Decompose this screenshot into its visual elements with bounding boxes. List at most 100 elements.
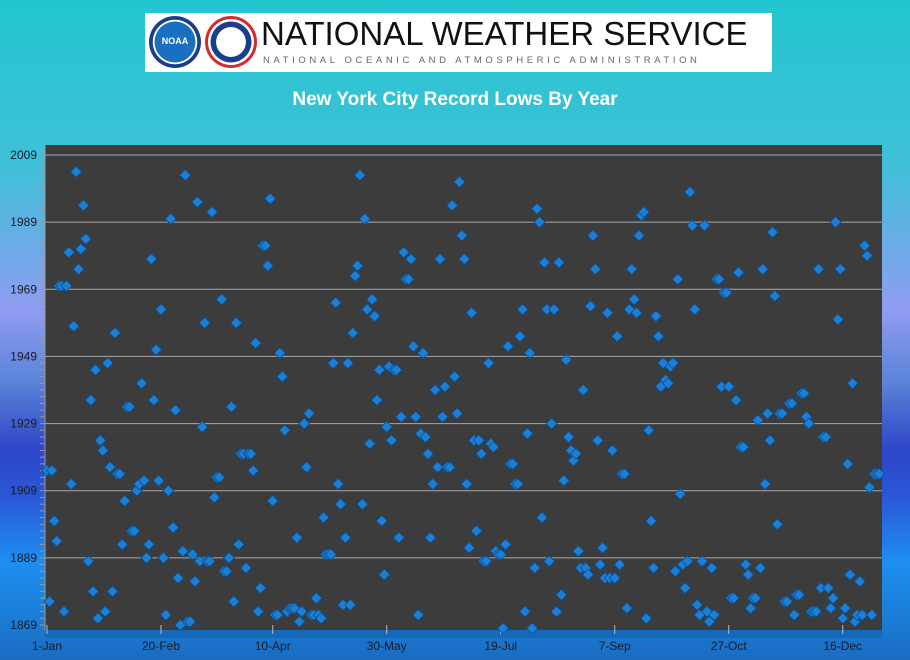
data-point	[557, 474, 570, 487]
org-subtitle: NATIONAL OCEANIC AND ATMOSPHERIC ADMINIS…	[263, 55, 701, 66]
data-point	[353, 169, 367, 182]
y-tick-label: 1869	[10, 618, 37, 632]
data-point	[640, 612, 653, 625]
data-point	[431, 461, 444, 474]
data-point	[45, 464, 58, 477]
data-point	[450, 407, 464, 420]
data-point	[375, 514, 388, 527]
data-point	[652, 330, 665, 343]
nws-logo	[205, 16, 257, 68]
data-point	[60, 279, 73, 292]
data-point	[516, 303, 529, 316]
data-point	[213, 471, 226, 484]
data-point	[458, 253, 471, 266]
data-point	[264, 192, 277, 205]
data-point	[300, 461, 313, 474]
data-point	[548, 303, 561, 316]
data-point	[688, 303, 701, 316]
data-point	[94, 434, 107, 447]
data-point	[812, 263, 825, 276]
data-point	[533, 216, 546, 229]
data-point	[77, 199, 90, 212]
data-point	[713, 273, 726, 286]
y-tick-label: 1949	[10, 349, 37, 363]
x-tick-label: 30-May	[367, 639, 407, 653]
data-point	[586, 229, 599, 242]
data-point	[417, 347, 430, 360]
data-point	[227, 595, 240, 608]
data-point	[346, 326, 359, 339]
data-point	[448, 370, 461, 383]
data-point	[186, 548, 199, 561]
data-point	[683, 185, 697, 198]
data-point	[171, 571, 185, 585]
data-point	[521, 427, 534, 440]
data-point	[70, 165, 83, 178]
data-point	[841, 457, 854, 470]
data-point	[424, 531, 437, 544]
data-point	[511, 477, 524, 491]
data-point	[74, 242, 88, 256]
data-point	[863, 481, 876, 494]
data-point	[669, 565, 682, 578]
data-point	[637, 206, 650, 219]
data-point	[259, 239, 272, 252]
data-point	[247, 464, 260, 477]
data-point	[763, 434, 777, 447]
data-point	[87, 585, 100, 598]
data-point	[327, 357, 340, 370]
data-point	[642, 424, 655, 437]
data-point	[632, 229, 646, 242]
data-point	[91, 612, 105, 625]
data-point	[147, 394, 160, 407]
data-point	[62, 246, 75, 259]
data-point	[744, 602, 757, 615]
data-point	[470, 524, 483, 538]
data-point	[785, 397, 798, 410]
data-point	[266, 494, 279, 507]
data-point	[620, 602, 633, 615]
noaa-logo-text: NOAA	[161, 36, 189, 46]
data-point	[671, 273, 684, 286]
data-point	[412, 608, 425, 621]
data-point	[361, 303, 374, 316]
data-point	[455, 229, 468, 242]
data-point	[128, 524, 141, 538]
data-point	[501, 340, 515, 353]
data-point	[560, 353, 573, 366]
data-point	[101, 357, 114, 370]
data-point	[152, 474, 165, 487]
data-point	[106, 585, 119, 598]
data-point	[150, 343, 163, 356]
data-point	[278, 424, 291, 437]
noaa-logo: NOAA	[149, 16, 201, 68]
x-tick-label: 19-Jul	[484, 639, 517, 653]
data-point	[419, 430, 432, 444]
data-point	[596, 541, 609, 554]
data-point	[674, 488, 687, 501]
data-point	[514, 330, 527, 343]
data-point	[543, 555, 556, 568]
data-point	[157, 551, 170, 564]
x-axis-band	[45, 630, 882, 638]
data-point	[339, 531, 352, 544]
data-point	[344, 598, 357, 611]
data-point	[824, 602, 837, 615]
data-point	[856, 608, 869, 621]
data-point	[370, 394, 384, 407]
data-point	[465, 306, 478, 319]
data-point	[453, 175, 466, 188]
data-point	[169, 404, 182, 417]
data-point	[67, 320, 80, 333]
data-point	[208, 491, 221, 504]
data-point	[113, 467, 126, 480]
data-point	[581, 568, 595, 581]
data-point	[742, 568, 755, 581]
data-point	[797, 387, 811, 400]
data-point	[72, 263, 85, 276]
data-point	[225, 400, 238, 413]
data-point	[48, 514, 61, 527]
data-point	[404, 253, 418, 266]
data-point	[385, 434, 398, 447]
